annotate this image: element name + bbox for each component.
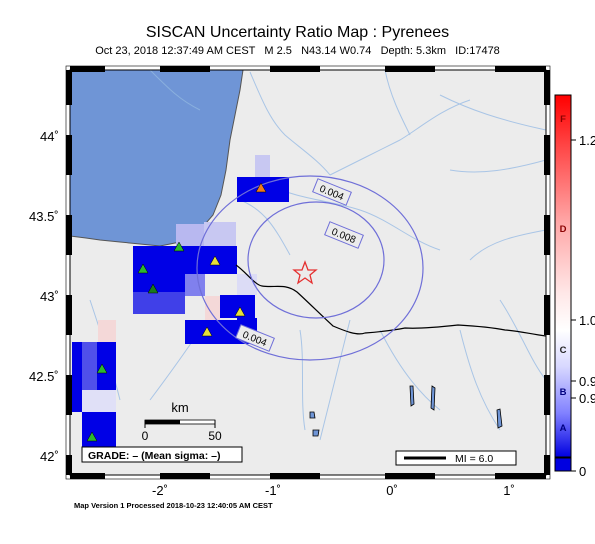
scale-tick: 50: [208, 429, 222, 443]
scale-bar: km 0 50: [142, 400, 222, 443]
station-icon: [147, 283, 159, 294]
grade-letter: A: [560, 423, 567, 434]
epicenter-star-icon: [292, 260, 318, 285]
map-area: 0.004 0.008 0.004: [70, 70, 546, 475]
grade-letter: F: [560, 114, 566, 125]
contour-0008: [247, 201, 385, 319]
lon-label: 1˚: [503, 483, 515, 498]
lat-label: 44˚: [40, 129, 59, 144]
station-icon: [96, 363, 108, 374]
lat-label: 43.5˚: [29, 209, 59, 224]
event-id: ID:17478: [455, 45, 500, 57]
lat-label: 42˚: [40, 449, 59, 464]
station-icon: [86, 431, 98, 442]
lat-label: 43˚: [40, 289, 59, 304]
grade-text: GRADE: – (Mean sigma: –): [88, 450, 220, 462]
grade-letter: C: [560, 345, 567, 356]
lon-axis-labels: -2˚ -1˚ 0˚ 1˚: [152, 483, 515, 498]
event-magnitude: M 2.5: [264, 45, 292, 57]
event-info: Oct 23, 2018 12:37:49 AM CEST M 2.5 N43.…: [0, 45, 595, 57]
scale-unit: km: [171, 400, 188, 415]
stations: [86, 182, 267, 442]
lat-axis-labels: 44˚ 43.5˚ 43˚ 42.5˚ 42˚: [29, 129, 59, 464]
colorbar-value: 0: [579, 464, 586, 479]
grade-letter: B: [560, 387, 567, 398]
station-icon: [137, 263, 149, 274]
colorbar-value: 0.9: [579, 391, 595, 406]
station-icon: [173, 241, 185, 252]
lon-label: -1˚: [265, 483, 281, 498]
event-datetime: Oct 23, 2018 12:37:49 AM CEST: [95, 45, 256, 57]
uncertainty-contours: [196, 175, 424, 361]
mmi-legend-text: MI = 6.0: [455, 453, 493, 465]
event-depth: Depth: 5.3km: [380, 45, 446, 57]
grade-letter: D: [560, 224, 567, 235]
uncertainty-grid: [72, 155, 289, 448]
mmi-legend: MI = 6.0: [395, 450, 517, 466]
station-icon: [209, 255, 221, 266]
station-icon: [255, 182, 267, 193]
lakes: [309, 385, 503, 437]
lon-label: -2˚: [152, 483, 168, 498]
station-icon: [234, 306, 246, 317]
lon-label: 0˚: [386, 483, 398, 498]
map-frame: [65, 65, 551, 480]
scale-tick: 0: [142, 429, 149, 443]
grade-box: GRADE: – (Mean sigma: –): [81, 446, 243, 463]
border-line: [235, 264, 546, 337]
contour-0004: [196, 175, 424, 361]
colorbar-value: 1.2: [579, 133, 595, 148]
colorbar-value: 1.0: [579, 313, 595, 328]
event-location: N43.14 W0.74: [301, 45, 372, 57]
map-title: SISCAN Uncertainty Ratio Map : Pyrenees: [145, 24, 450, 41]
colorbar: F D C B A 1.2 1.0 0.9 0.9 0: [554, 94, 595, 479]
colorbar-value: 0.9: [579, 374, 595, 389]
station-icon: [201, 326, 213, 337]
footer-processed: Map Version 1 Processed 2018-10-23 12:40…: [74, 501, 273, 510]
lat-label: 42.5˚: [29, 369, 59, 384]
